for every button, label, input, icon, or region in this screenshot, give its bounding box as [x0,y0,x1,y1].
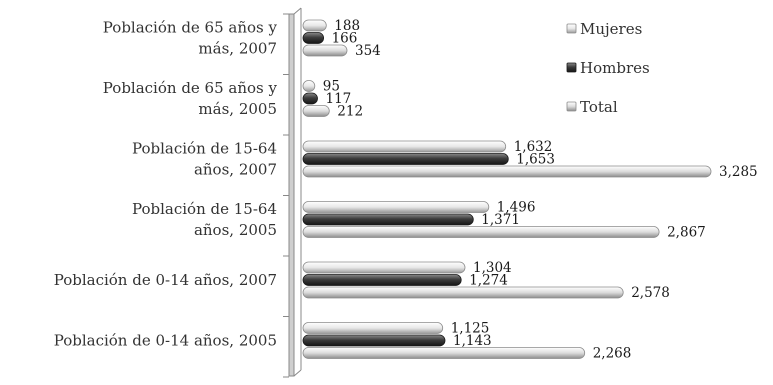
bar-hombres-4 [302,274,462,286]
value-label-total-5: 2,268 [593,346,632,362]
legend-swatch-mujeres [566,23,577,34]
category-label-poblacion-de-15-64-anos-2005: Población de 15-64 años, 2005 [132,200,277,239]
value-label-mujeres-5: 1,125 [451,321,490,337]
category-labels: Población de 65 años y más, 2007Población… [54,19,278,350]
value-label-hombres-0: 166 [332,31,358,47]
value-label-mujeres-4: 1,304 [473,260,512,276]
bar-hombres-1 [302,92,318,105]
category-label-line: Población de 65 años y [103,79,278,97]
bar-mujeres-1 [302,80,316,92]
bars [302,19,712,359]
category-label-poblacion-de-65-anos-y-mas-2005: Población de 65 años y más, 2005 [103,79,278,118]
bar-total-5 [302,347,586,359]
value-label-mujeres-3: 1,496 [497,200,536,216]
value-label-total-1: 212 [337,104,363,120]
category-label-poblacion-de-65-anos-y-mas-2007: Población de 65 años y más, 2007 [103,19,278,58]
axis-ticks [283,13,289,378]
value-label-hombres-2: 1,653 [516,152,555,168]
value-label-hombres-3: 1,371 [481,212,520,228]
bar-mujeres-4 [302,261,466,274]
value-label-mujeres-2: 1,632 [514,139,553,155]
bar-mujeres-3 [302,201,490,213]
category-label-line: más, 2005 [198,100,277,118]
bar-hombres-5 [302,334,446,347]
value-label-total-0: 354 [355,43,381,59]
category-label-line: años, 2005 [194,221,277,239]
value-label-hombres-1: 117 [326,91,352,107]
category-label-poblacion-de-0-14-anos-2005: Población de 0-14 años, 2005 [54,332,277,350]
bar-total-3 [302,226,660,238]
bar-mujeres-0 [302,19,327,32]
bar-hombres-3 [302,213,474,226]
category-label-line: Población de 0-14 años, 2007 [54,271,277,289]
category-label-poblacion-de-15-64-anos-2007: Población de 15-64 años, 2007 [132,140,277,179]
category-label-line: más, 2007 [198,40,277,58]
bar-total-1 [302,105,330,117]
bar-mujeres-5 [302,322,444,334]
bar-total-0 [302,44,348,57]
legend-label-mujeres: Mujeres [580,20,642,38]
legend-label-hombres: Hombres [580,59,650,77]
value-label-total-4: 2,578 [631,285,670,301]
value-label-mujeres-0: 188 [334,18,360,34]
legend: Mujeres Hombres Total [566,20,650,116]
bar-hombres-0 [302,32,325,44]
bar-total-2 [302,165,712,178]
bar-hombres-2 [302,153,509,165]
bar-mujeres-2 [302,140,507,153]
value-label-hombres-5: 1,143 [453,333,492,349]
legend-swatch-total [566,101,577,112]
category-label-line: años, 2007 [194,161,277,179]
legend-label-total: Total [580,98,618,116]
category-label-line: Población de 15-64 [132,140,277,158]
category-label-line: Población de 15-64 [132,200,277,218]
value-label-total-2: 3,285 [719,164,758,180]
value-label-hombres-4: 1,274 [469,273,508,289]
bar-total-4 [302,286,624,299]
value-labels: 188166354951172121,6321,6533,2851,4961,3… [323,18,758,362]
category-label-line: Población de 65 años y [103,19,278,37]
category-label-line: Población de 0-14 años, 2005 [54,332,277,350]
axis-wall [288,7,302,377]
value-label-total-3: 2,867 [667,225,706,241]
legend-swatch-hombres [566,62,577,73]
value-label-mujeres-1: 95 [323,79,340,95]
category-label-poblacion-de-0-14-anos-2007: Población de 0-14 años, 2007 [54,271,277,289]
